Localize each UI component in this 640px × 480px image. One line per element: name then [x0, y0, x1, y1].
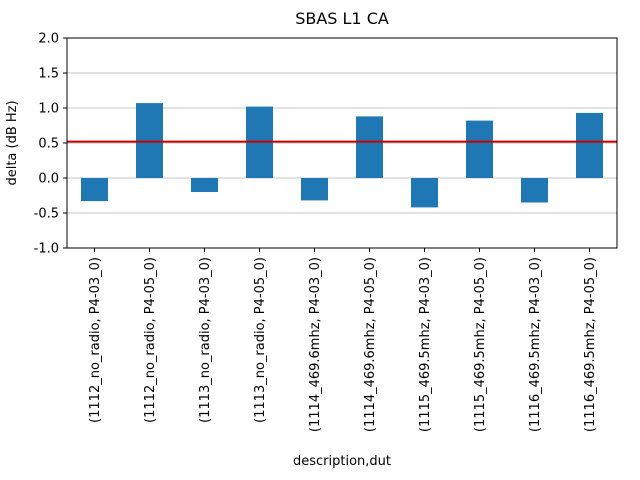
x-tick-label: (1113_no_radio, P4-03_0)	[198, 257, 213, 423]
y-tick-label: 0.5	[38, 137, 59, 152]
bar	[301, 178, 328, 201]
plot-area: -1.0 -0.5 0.0 0.5 1.0 1.5 2.0 (1112_no_radio, P…	[34, 32, 618, 432]
y-tick-label: 1.0	[38, 102, 59, 117]
x-tick-label: (1116_469.5mhz, P4-05_0)	[583, 257, 598, 432]
bar	[81, 178, 108, 202]
y-tick-label: 1.5	[38, 67, 59, 82]
bar	[411, 178, 438, 208]
y-tick-label: -1.0	[34, 242, 59, 257]
x-tick-label: (1113_no_radio, P4-05_0)	[253, 257, 268, 423]
bar	[576, 112, 603, 178]
bar	[191, 178, 218, 192]
bar	[521, 178, 548, 203]
bar	[356, 116, 383, 178]
y-axis-label: delta (dB Hz)	[5, 100, 20, 185]
y-tick-label: 0.0	[38, 172, 59, 187]
x-tick-label: (1112_no_radio, P4-05_0)	[143, 257, 158, 423]
bar	[466, 120, 493, 178]
y-tick-label: 2.0	[38, 32, 59, 47]
x-tick-label: (1112_no_radio, P4-03_0)	[88, 257, 103, 423]
x-tick-label: (1115_469.5mhz, P4-03_0)	[418, 257, 433, 432]
y-tick-label: -0.5	[34, 207, 59, 222]
x-axis-label: description,dut	[293, 454, 391, 469]
bar	[136, 103, 163, 178]
chart-title: SBAS L1 CA	[295, 9, 389, 28]
x-tick-label: (1116_469.5mhz, P4-03_0)	[528, 257, 543, 432]
x-tick-label: (1114_469.6mhz, P4-05_0)	[363, 257, 378, 432]
x-tick-label: (1114_469.6mhz, P4-03_0)	[308, 257, 323, 432]
plot-frame	[66, 37, 618, 249]
x-tick-label: (1115_469.5mhz, P4-05_0)	[473, 257, 488, 432]
